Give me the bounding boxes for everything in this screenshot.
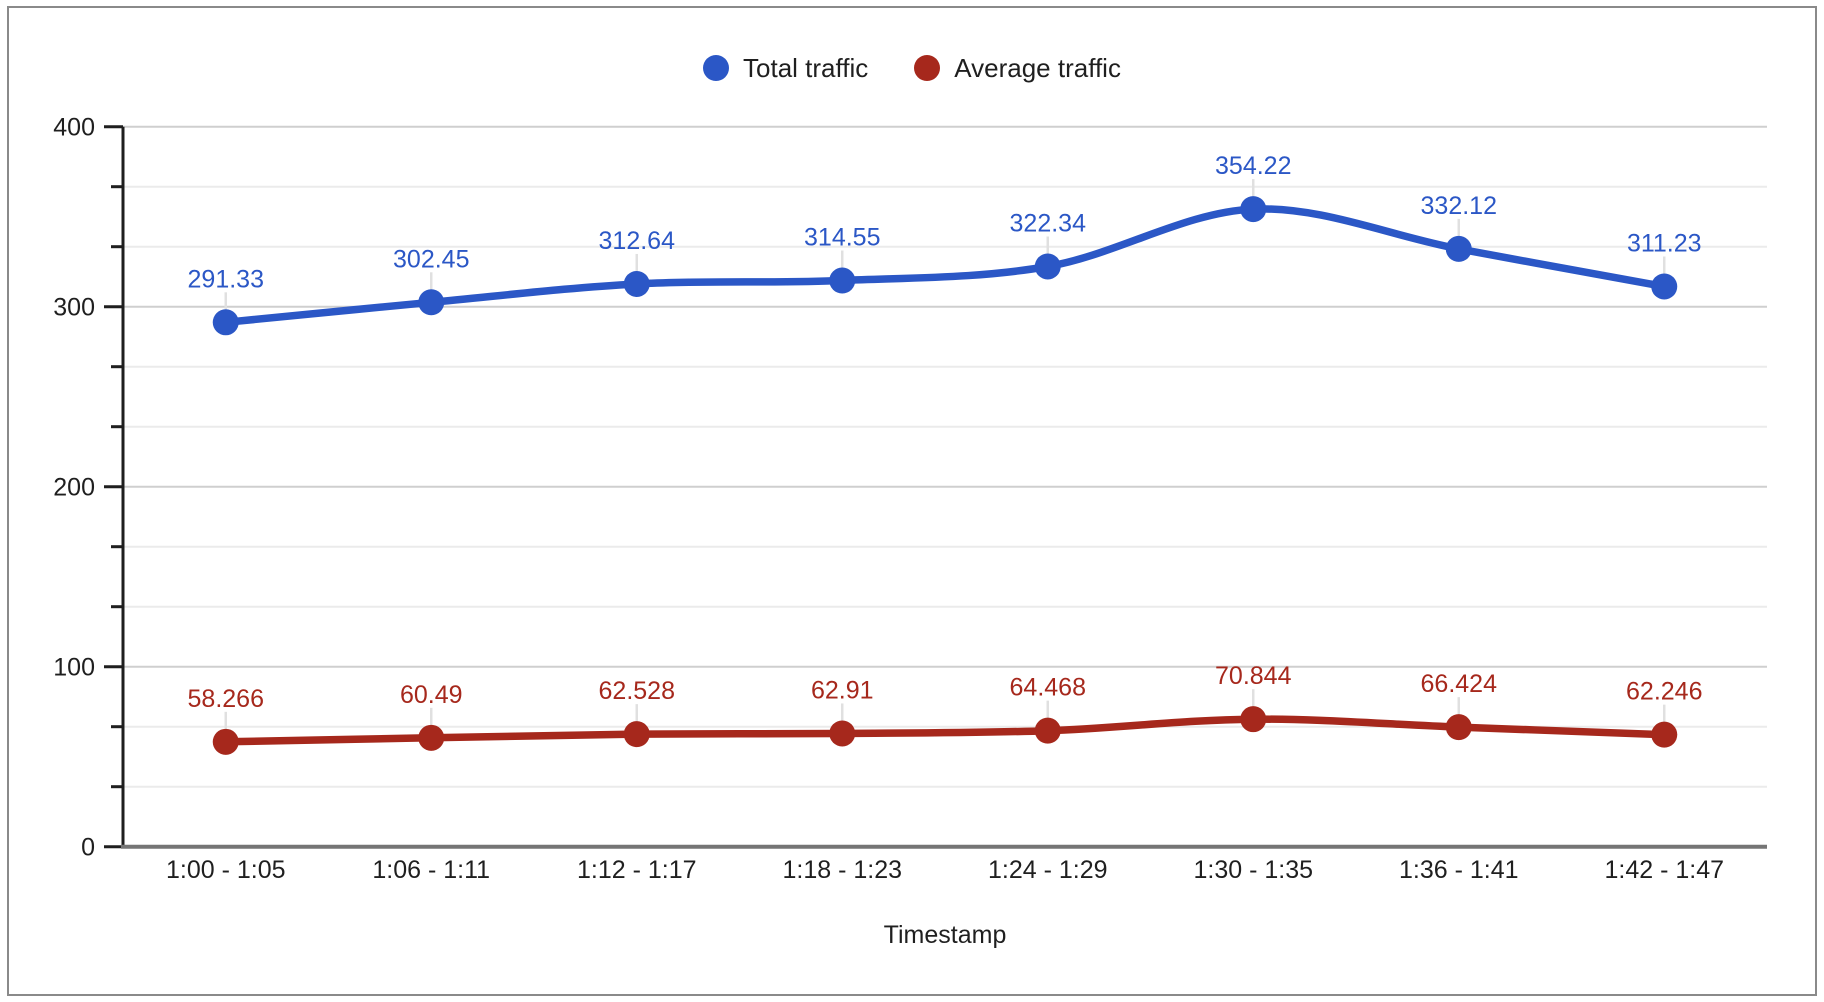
x-axis-title: Timestamp <box>883 921 1007 949</box>
y-axis-tick-label: 100 <box>53 654 95 682</box>
data-point-average-traffic[interactable] <box>212 728 239 755</box>
x-axis-category-label: 1:24 - 1:29 <box>988 856 1108 884</box>
y-axis-tick-label: 400 <box>53 114 95 142</box>
data-point-total-traffic[interactable] <box>829 267 856 294</box>
data-point-total-traffic[interactable] <box>1240 196 1267 223</box>
data-point-total-traffic[interactable] <box>1651 273 1678 300</box>
x-axis-category-label: 1:18 - 1:23 <box>782 856 902 884</box>
series-line-average-traffic <box>222 715 1669 746</box>
x-axis-category-label: 1:06 - 1:11 <box>372 856 490 884</box>
data-point-label-average-traffic: 58.266 <box>188 685 264 713</box>
x-axis-category-label: 1:00 - 1:05 <box>166 856 286 884</box>
data-point-label-total-traffic: 354.22 <box>1215 152 1291 180</box>
series-line-total-traffic <box>222 205 1669 327</box>
data-point-label-total-traffic: 311.23 <box>1627 229 1702 257</box>
chart-legend: Total traffic Average traffic <box>0 53 1824 83</box>
x-axis-category-label: 1:36 - 1:41 <box>1399 856 1519 884</box>
data-point-label-average-traffic: 62.528 <box>599 677 675 705</box>
data-point-label-total-traffic: 314.55 <box>804 224 880 252</box>
x-axis-category-label: 1:42 - 1:47 <box>1604 856 1724 884</box>
data-point-label-average-traffic: 62.91 <box>811 676 874 704</box>
data-point-total-traffic[interactable] <box>418 289 445 316</box>
legend-item-total-traffic[interactable]: Total traffic <box>703 53 868 84</box>
data-point-average-traffic[interactable] <box>1651 721 1678 748</box>
legend-swatch-average-traffic-icon <box>914 55 941 81</box>
data-point-average-traffic[interactable] <box>623 721 650 748</box>
data-point-total-traffic[interactable] <box>212 309 239 336</box>
y-axis-tick-label: 0 <box>81 834 95 862</box>
data-point-average-traffic[interactable] <box>1240 706 1267 733</box>
data-point-average-traffic[interactable] <box>829 720 856 747</box>
data-point-label-total-traffic: 322.34 <box>1010 209 1087 237</box>
y-axis-tick-label: 200 <box>53 474 95 502</box>
data-point-total-traffic[interactable] <box>1445 235 1472 262</box>
y-axis-tick-label: 300 <box>53 294 95 322</box>
legend-item-average-traffic[interactable]: Average traffic <box>914 53 1121 84</box>
x-axis-category-label: 1:30 - 1:35 <box>1193 856 1313 884</box>
data-point-label-total-traffic: 312.64 <box>599 227 676 255</box>
window-frame <box>7 6 1817 996</box>
legend-swatch-total-traffic-icon <box>703 55 730 81</box>
data-point-label-average-traffic: 62.246 <box>1626 678 1702 706</box>
data-point-average-traffic[interactable] <box>1445 714 1472 741</box>
data-point-label-total-traffic: 291.33 <box>188 265 264 293</box>
data-point-average-traffic[interactable] <box>1034 717 1061 744</box>
data-point-average-traffic[interactable] <box>418 724 445 751</box>
data-point-label-average-traffic: 64.468 <box>1010 674 1086 702</box>
legend-label-average-traffic: Average traffic <box>954 52 1121 83</box>
x-axis-category-label: 1:12 - 1:17 <box>577 856 697 884</box>
data-point-total-traffic[interactable] <box>1034 253 1061 280</box>
legend-label-total-traffic: Total traffic <box>743 52 869 83</box>
data-point-label-average-traffic: 60.49 <box>400 681 463 709</box>
data-point-label-average-traffic: 66.424 <box>1421 670 1498 698</box>
data-point-label-total-traffic: 332.12 <box>1421 192 1497 220</box>
data-point-label-total-traffic: 302.45 <box>393 245 469 273</box>
data-point-total-traffic[interactable] <box>623 270 650 297</box>
data-point-label-average-traffic: 70.844 <box>1215 662 1292 690</box>
